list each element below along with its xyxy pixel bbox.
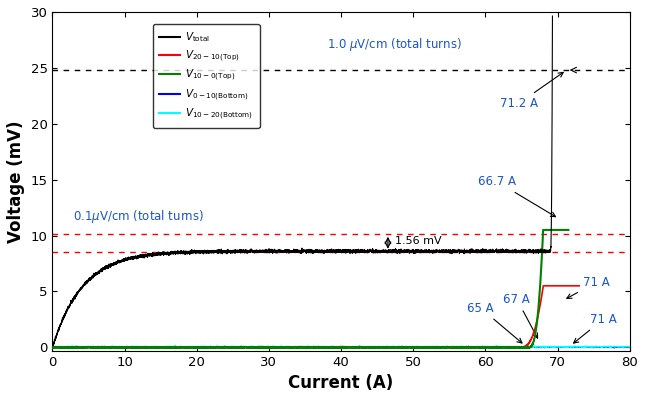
- X-axis label: Current (A): Current (A): [288, 374, 393, 392]
- Text: 71 A: 71 A: [573, 313, 617, 343]
- Text: 67 A: 67 A: [503, 292, 537, 338]
- Text: 71 A: 71 A: [567, 276, 610, 298]
- Text: 66.7 A: 66.7 A: [478, 175, 555, 217]
- Legend: $V_\mathregular{total}$, $V_\mathregular{20-10(Top)}$, $V_\mathregular{10-0(Top): $V_\mathregular{total}$, $V_\mathregular…: [153, 24, 259, 128]
- Text: 1.0 $\mu$V/cm (total turns): 1.0 $\mu$V/cm (total turns): [326, 36, 461, 53]
- Text: 71.2 A: 71.2 A: [500, 72, 563, 110]
- Text: 65 A: 65 A: [468, 302, 522, 343]
- Text: 1.56 mV: 1.56 mV: [395, 237, 442, 247]
- Y-axis label: Voltage (mV): Voltage (mV): [7, 120, 25, 243]
- Text: 0.1$\mu$V/cm (total turns): 0.1$\mu$V/cm (total turns): [73, 208, 204, 225]
